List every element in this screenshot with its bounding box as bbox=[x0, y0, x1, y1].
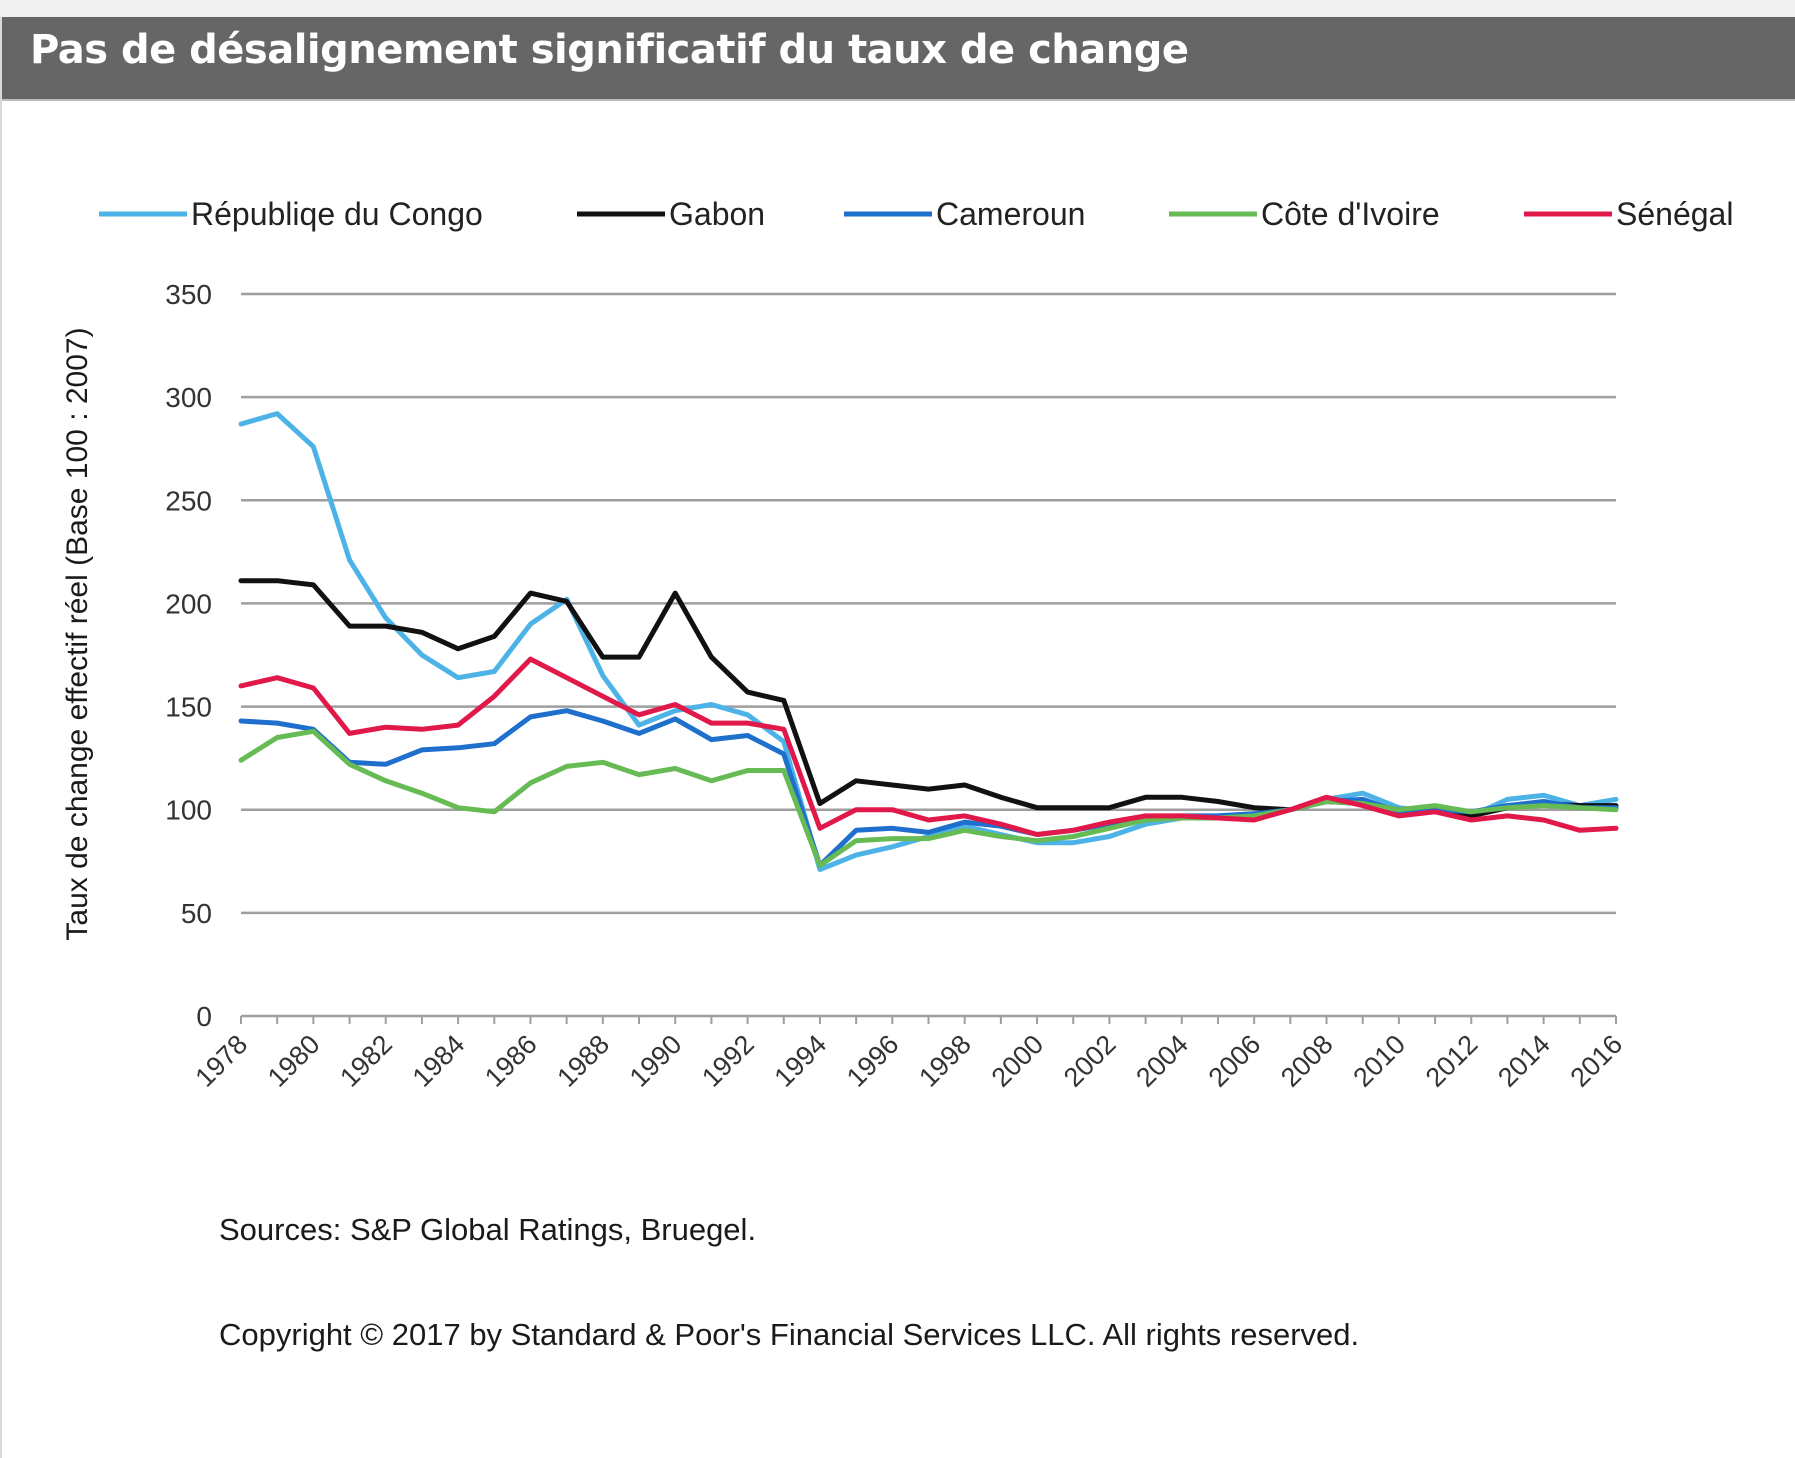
series-line-3 bbox=[238, 728, 1619, 868]
legend-label: Républiqe du Congo bbox=[191, 196, 483, 232]
series-line-4 bbox=[238, 656, 1619, 837]
x-tick-label: 1998 bbox=[913, 1029, 977, 1093]
x-tick-label: 1996 bbox=[841, 1029, 905, 1093]
y-tick-label: 150 bbox=[165, 692, 212, 723]
legend-label: Cameroun bbox=[936, 196, 1085, 232]
sources-note: Sources: S&P Global Ratings, Bruegel. bbox=[219, 1212, 757, 1247]
x-tick-label: 2008 bbox=[1275, 1029, 1339, 1093]
y-tick-label: 350 bbox=[165, 279, 212, 310]
x-tick-label: 1994 bbox=[768, 1029, 832, 1093]
x-tick-label: 2012 bbox=[1420, 1029, 1484, 1093]
y-tick-label: 0 bbox=[196, 1001, 212, 1032]
panel-header: Pas de désalignement significatif du tau… bbox=[2, 17, 1795, 101]
grid-lines bbox=[241, 292, 1616, 915]
x-tick-label: 1980 bbox=[262, 1029, 326, 1093]
x-tick-label: 1978 bbox=[190, 1029, 254, 1093]
x-tick-label: 1990 bbox=[624, 1029, 688, 1093]
x-tick-label: 1988 bbox=[551, 1029, 615, 1093]
panel-title: Pas de désalignement significatif du tau… bbox=[30, 27, 1189, 73]
y-tick-label: 300 bbox=[165, 382, 212, 413]
line-chart: 1978 1980 1982 1984 1986 1988 1990 1992 1994 1996… bbox=[61, 196, 1733, 1093]
x-tick-label: 2006 bbox=[1203, 1029, 1267, 1093]
series-line-1 bbox=[238, 578, 1619, 819]
y-tick-label: 250 bbox=[165, 485, 212, 516]
x-tick-label: 2016 bbox=[1565, 1029, 1629, 1093]
x-tick-label: 2004 bbox=[1130, 1029, 1194, 1093]
y-tick-label: 200 bbox=[165, 588, 212, 619]
x-tick-label: 1982 bbox=[334, 1029, 398, 1093]
x-tick-label: 2014 bbox=[1492, 1029, 1556, 1093]
legend: Républiqe du Congo Gabon Cameroun Côte d'Iv… bbox=[99, 196, 1733, 232]
legend-label: Gabon bbox=[669, 196, 765, 232]
legend-label: Sénégal bbox=[1616, 196, 1733, 232]
x-tick-label: 2010 bbox=[1347, 1029, 1411, 1093]
x-axis: 1978 1980 1982 1984 1986 1988 1990 1992 1994 1996… bbox=[190, 1014, 1629, 1093]
x-tick-label: 1984 bbox=[407, 1029, 471, 1093]
chart-panel: Pas de désalignement significatif du tau… bbox=[0, 17, 1795, 1458]
series-lines bbox=[238, 411, 1619, 872]
y-tick-label: 50 bbox=[181, 898, 212, 929]
legend-label: Côte d'Ivoire bbox=[1261, 196, 1440, 232]
copyright-note: Copyright © 2017 by Standard & Poor's Fi… bbox=[219, 1317, 1360, 1352]
x-tick-label: 1992 bbox=[696, 1029, 760, 1093]
x-tick-label: 2000 bbox=[986, 1029, 1050, 1093]
y-axis: 0 50 100 150 200 250 300 350 bbox=[165, 279, 212, 1032]
x-tick-label: 2002 bbox=[1058, 1029, 1122, 1093]
y-tick-label: 100 bbox=[165, 795, 212, 826]
x-tick-label: 1986 bbox=[479, 1029, 543, 1093]
y-axis-label: Taux de change effectif réel (Base 100 :… bbox=[61, 327, 94, 940]
